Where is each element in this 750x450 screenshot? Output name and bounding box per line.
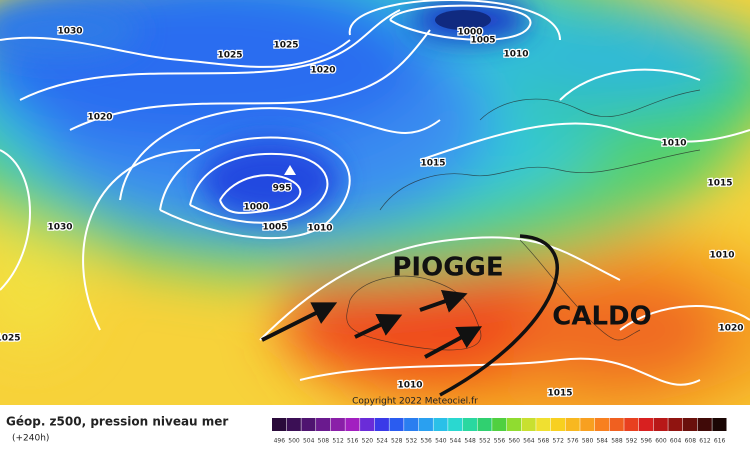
isobars [0,0,750,386]
isobar-label: 1025 [0,334,21,344]
isobar-label: 1015 [420,159,445,169]
color-swatch [565,418,580,431]
scale-label: 548 [464,438,476,445]
color-swatch [389,418,404,431]
scale-label: 552 [479,438,491,445]
color-swatch [609,418,624,431]
boundary-curve [439,234,559,397]
scale-label: 612 [699,438,711,445]
scale-label: 596 [641,438,653,445]
isobar-label: 1010 [709,251,734,261]
scale-label: 524 [376,438,388,445]
scale-label: 544 [450,438,462,445]
field [0,0,750,440]
color-swatch [462,418,477,431]
scale-label: 568 [538,438,550,445]
isobar-label: 1005 [470,36,495,46]
isobar-label: 1020 [718,324,743,334]
scale-label: 520 [362,438,374,445]
color-swatch [682,418,698,431]
isobar-label: 1010 [661,139,686,149]
color-swatch [594,418,610,431]
scale-label: 500 [288,438,300,445]
color-swatch [653,418,668,431]
scale-label: 496 [274,438,286,445]
isobar-label: 1030 [57,27,82,37]
annotation: CALDO [552,302,651,332]
color-swatch [521,418,536,431]
isobar-label: 1015 [707,179,732,189]
color-swatch [404,418,419,431]
color-swatch [668,418,683,431]
legend-title: Géop. z500, pression niveau mer [6,415,228,429]
color-swatch [492,418,507,431]
isobar-label: 1000 [457,28,482,38]
color-swatch [286,418,301,431]
scale-label: 504 [303,438,315,445]
scale-label: 564 [523,438,535,445]
color-swatch [374,418,389,431]
scale-label: 508 [318,438,330,445]
color-swatch [360,418,375,431]
color-swatch [506,418,522,431]
color-swatch [550,418,566,431]
color-swatch [712,418,727,431]
isobar-label: 1010 [503,50,528,60]
scale-label: 604 [670,438,682,445]
color-swatch [448,418,463,431]
scale-label: 516 [347,438,359,445]
scale-label: 584 [597,438,609,445]
annotation: PIOGGE [392,253,503,283]
scale-label: 608 [685,438,697,445]
scale-label: 512 [332,438,344,445]
copyright: Copyright 2022 Meteociel.fr [352,397,478,407]
isobar-label: 1010 [397,381,422,391]
isobar-labels: 1030102510251020100010051010102099510001… [0,25,745,400]
color-swatch [433,418,448,431]
scale-label: 588 [611,438,623,445]
scale-label: 560 [508,438,520,445]
scale-label: 532 [406,438,418,445]
scale-label: 528 [391,438,403,445]
isobar-label: 1015 [547,389,572,399]
scale-label: 572 [552,438,564,445]
scale-label: 592 [626,438,638,445]
legend-subtitle: (+240h) [12,434,49,444]
color-swatch [477,418,492,431]
color-swatch [418,418,433,431]
scale-label: 556 [494,438,506,445]
scale-label: 580 [582,438,594,445]
wind-arrows [261,289,483,359]
isobar-label: 1000 [243,203,268,213]
scale-label: 536 [420,438,432,445]
isobar-label: 1005 [262,223,287,233]
color-swatch [345,418,360,431]
scale-label: 600 [655,438,667,445]
isobar-label: 1020 [87,113,112,123]
color-swatch [638,418,654,431]
isobar-label: 1010 [307,224,332,234]
color-swatch [272,418,287,431]
color-swatch [697,418,712,431]
scale-label: 616 [714,438,726,445]
color-swatch [536,418,551,431]
isobar-label: 995 [273,184,292,194]
isobar-label: 1030 [47,223,72,233]
isobar-label: 1020 [310,66,335,76]
color-swatch [580,418,595,431]
scale-label: 540 [435,438,447,445]
isobar-label: 1025 [273,41,298,51]
scale-label: 576 [567,438,579,445]
color-swatch [301,418,316,431]
isobar-label: 1025 [217,51,242,61]
color-swatch [330,418,345,431]
color-swatch [624,418,639,431]
color-swatch [316,418,331,431]
